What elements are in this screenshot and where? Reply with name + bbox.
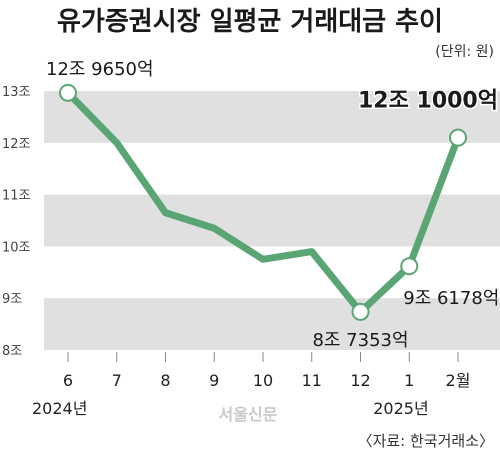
x-tick-label: 1 [404,371,414,390]
x-tick-label: 2월 [446,371,471,390]
y-tick-label: 12조 [2,137,31,152]
data-point-marker [351,302,370,321]
data-label: 8조 7353억 [312,330,408,351]
y-tick-label: 9조 [2,292,22,307]
x-tick-label: 7 [112,371,122,390]
data-point-marker [449,128,467,147]
chart-title: 유가증권시장 일평균 거래대금 추이 [57,7,443,37]
x-tick-label: 8 [160,371,170,390]
grid-band [44,298,500,350]
watermark: 서울신문 [219,405,278,424]
data-point-marker [400,257,419,276]
series-line [64,89,462,316]
year-label: 2025년 [373,399,428,418]
x-tick-label: 10 [253,371,273,390]
source-note: 〈자료: 한국거래소〉 [358,432,494,450]
y-tick-label: 11조 [2,189,31,204]
year-label: 2024년 [32,399,87,418]
grid-band [44,91,500,143]
data-label: 9조 6178억 [403,288,499,309]
x-tick-label: 11 [302,371,322,390]
y-tick-label: 10조 [2,240,31,255]
unit-note: (단위: 원) [435,44,494,60]
data-point-marker [59,83,77,102]
data-label: 12조 1000억 [358,89,498,114]
x-tick-label: 12 [350,371,370,390]
x-tick-label: 9 [209,371,219,390]
x-tick-label: 6 [63,371,73,390]
data-label: 12조 9650억 [46,59,154,80]
y-tick-label: 8조 [2,344,22,359]
y-tick-label: 13조 [2,85,31,100]
